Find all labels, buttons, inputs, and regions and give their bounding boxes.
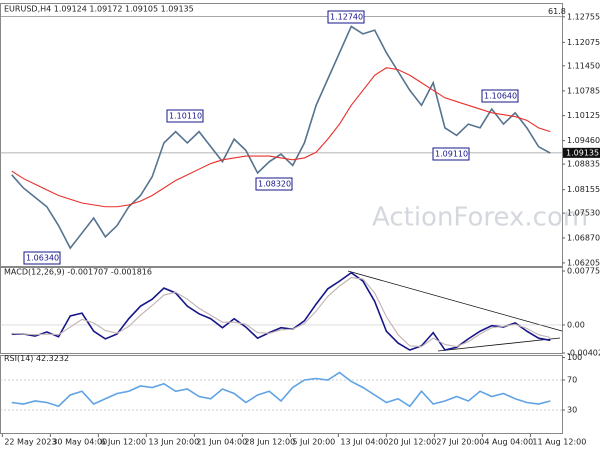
y-tick-label: 30 xyxy=(567,406,577,415)
y-tick-label: 70 xyxy=(567,376,577,385)
x-tick-label: 13 Jul 04:00 xyxy=(340,438,388,447)
x-tick-label: 5 Jul 20:00 xyxy=(292,438,335,447)
annotation-box xyxy=(23,251,61,265)
rsi-panel xyxy=(0,355,563,434)
x-tick-label: 13 Jun 20:00 xyxy=(148,438,199,447)
annotation-box xyxy=(481,89,519,103)
annotation-box xyxy=(327,10,365,24)
y-tick-label: 1.08835 xyxy=(567,160,600,169)
last-price-label: 1.09135 xyxy=(566,148,599,157)
panel-title: EURUSD,H4 1.09124 1.09172 1.09105 1.0913… xyxy=(4,5,194,14)
y-tick-label: 1.10785 xyxy=(567,86,600,95)
series-line xyxy=(11,67,551,208)
annotation-label: 1.10640 xyxy=(484,92,517,101)
series-line xyxy=(11,25,551,250)
price-panel xyxy=(0,3,563,267)
y-tick-label: 1.08155 xyxy=(567,185,600,194)
y-tick-label: 0.00 xyxy=(567,320,585,329)
panel-title: RSI(14) 42.3232 xyxy=(4,354,69,363)
annotation-label: 1.08320 xyxy=(258,180,291,189)
x-tick-label: 22 May 2023 xyxy=(4,438,56,447)
y-tick-label: 1.06205 xyxy=(567,258,600,267)
y-tick-label: 1.09460 xyxy=(567,136,600,145)
y-tick-label: 1.07530 xyxy=(567,209,600,218)
annotation-label: 1.12740 xyxy=(330,13,363,22)
x-tick-label: 28 Jun 12:00 xyxy=(244,438,295,447)
series-line xyxy=(11,371,551,408)
y-tick-label: 1.10125 xyxy=(567,111,600,120)
y-tick-label: 1.11450 xyxy=(567,61,600,70)
annotation-label: 1.10110 xyxy=(169,112,202,121)
last-price-box xyxy=(563,147,600,158)
annotation-box xyxy=(255,177,293,191)
annotation-label: 1.09110 xyxy=(435,150,468,159)
annotation-box xyxy=(166,109,204,123)
y-tick-label: -0.004027 xyxy=(567,349,600,358)
x-tick-label: 20 Jul 12:00 xyxy=(388,438,436,447)
watermark: ActionForex.com xyxy=(372,203,588,233)
x-tick-label: 27 Jul 20:00 xyxy=(436,438,484,447)
trend-line xyxy=(347,270,563,332)
y-tick-label: 1.12755 xyxy=(567,12,600,21)
y-tick-label: 100 xyxy=(567,353,582,362)
series-line xyxy=(11,277,551,348)
y-tick-label: 1.06870 xyxy=(567,233,600,242)
y-tick-label: 0.007753 xyxy=(567,267,600,276)
x-tick-label: 11 Aug 12:00 xyxy=(532,438,586,447)
x-tick-label: 21 Jun 04:00 xyxy=(196,438,247,447)
x-tick-label: 30 May 04:00 xyxy=(52,438,107,447)
panel-title: MACD(12,26,9) -0.001707 -0.001816 xyxy=(4,268,152,277)
fib-label: 61.8 xyxy=(548,7,566,16)
y-tick-label: 1.12075 xyxy=(567,38,600,47)
trend-line xyxy=(437,337,561,352)
macd-panel xyxy=(0,267,563,354)
annotation-label: 1.06340 xyxy=(26,254,59,263)
x-tick-label: 6 Jun 12:00 xyxy=(100,438,146,447)
annotation-box xyxy=(432,147,470,161)
x-tick-label: 4 Aug 04:00 xyxy=(484,438,533,447)
